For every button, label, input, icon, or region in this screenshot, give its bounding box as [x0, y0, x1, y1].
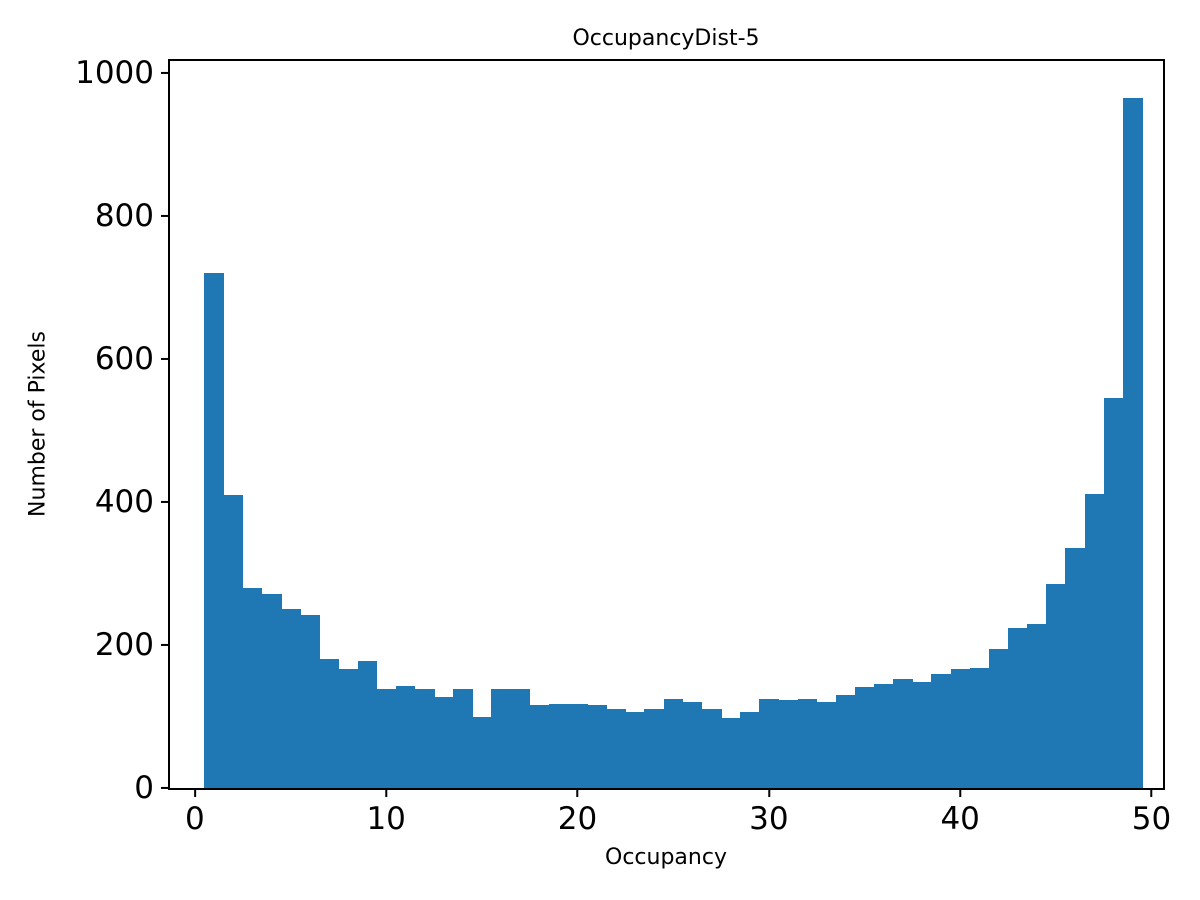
histogram-bar — [1084, 494, 1105, 788]
y-tick-mark — [161, 501, 170, 504]
histogram-bar — [950, 668, 971, 788]
y-tick-mark — [161, 358, 170, 361]
histogram-bar — [587, 705, 607, 788]
histogram-bar — [721, 717, 741, 788]
x-tick-mark — [767, 788, 770, 797]
histogram-bar — [1027, 623, 1047, 788]
x-tick: 0 — [185, 788, 205, 836]
x-tick-label: 50 — [1131, 801, 1172, 837]
histogram-bar — [434, 696, 454, 788]
x-tick: 30 — [749, 788, 789, 837]
histogram-bar — [1122, 98, 1143, 788]
x-tick-mark — [959, 788, 962, 797]
y-tick-mark — [161, 72, 170, 75]
histogram-bar — [510, 688, 531, 788]
histogram-bar — [912, 682, 933, 788]
histogram-bar — [1065, 547, 1086, 788]
x-tick-mark — [576, 788, 579, 797]
histogram-bar — [854, 686, 875, 788]
y-axis-label: Number of Pixels — [25, 331, 51, 517]
histogram-bar — [625, 711, 646, 788]
histogram-bar — [969, 667, 990, 788]
histogram-bar — [261, 593, 282, 788]
y-tick-label: 800 — [94, 198, 154, 235]
x-tick: 50 — [1132, 788, 1171, 836]
y-tick: 200 — [95, 628, 170, 662]
histogram-bars — [170, 61, 1163, 788]
histogram-bar — [338, 668, 359, 788]
y-tick: 1000 — [75, 56, 170, 90]
histogram-bar — [1008, 627, 1028, 788]
histogram-bar — [567, 703, 588, 788]
histogram-bar — [893, 678, 913, 788]
x-tick-label: 0 — [184, 801, 205, 837]
histogram-bar — [1103, 397, 1124, 788]
y-tick-label: 1000 — [75, 55, 154, 92]
histogram-bar — [472, 716, 493, 788]
y-tick-mark — [161, 787, 170, 789]
histogram-bar — [376, 688, 397, 788]
histogram-bar — [988, 648, 1009, 788]
x-tick-label: 20 — [557, 801, 598, 837]
x-axis-label: Occupancy — [605, 845, 727, 870]
histogram-bar — [242, 587, 263, 788]
histogram-bar — [395, 685, 416, 788]
histogram-bar — [491, 689, 512, 788]
x-tick-label: 40 — [940, 801, 980, 837]
y-tick: 800 — [95, 199, 170, 233]
histogram-bar — [740, 712, 760, 788]
x-tick-mark — [385, 788, 388, 797]
histogram-bar — [319, 659, 339, 788]
x-tick-mark — [1150, 788, 1153, 797]
histogram-bar — [548, 703, 569, 788]
y-tick: 0 — [134, 771, 170, 805]
histogram-bar — [816, 701, 837, 788]
x-tick: 10 — [366, 788, 406, 837]
histogram-bar — [1046, 584, 1066, 788]
y-tick-label: 600 — [94, 341, 154, 378]
histogram-bar — [414, 688, 435, 788]
histogram-bar — [663, 698, 684, 788]
histogram-bar — [453, 688, 473, 788]
histogram-bar — [682, 702, 703, 788]
histogram-bar — [778, 700, 799, 788]
histogram-bar — [931, 674, 952, 788]
x-tick: 20 — [558, 788, 597, 836]
histogram-bar — [874, 684, 894, 788]
plot-area: 0 10 20 30 40 50 0 200 400 600 800 1000 — [75, 56, 1171, 836]
histogram-bar — [759, 698, 779, 788]
y-tick-mark — [161, 644, 170, 647]
y-tick: 600 — [95, 342, 170, 376]
histogram-bar — [300, 615, 320, 788]
histogram-bar — [606, 708, 626, 788]
y-tick-label: 0 — [134, 769, 154, 806]
histogram-bar — [797, 698, 818, 788]
y-tick-label: 200 — [94, 626, 154, 663]
histogram-bar — [223, 494, 244, 788]
histogram-bar — [204, 273, 225, 788]
y-tick: 400 — [95, 485, 170, 519]
x-tick-label: 30 — [749, 801, 789, 837]
x-tick: 40 — [940, 788, 980, 837]
histogram-bar — [280, 609, 301, 788]
y-tick-mark — [161, 215, 170, 218]
y-tick-label: 400 — [94, 484, 154, 520]
histogram-bar — [529, 705, 550, 788]
histogram-bar — [701, 709, 722, 788]
histogram-bar — [644, 709, 665, 788]
histogram-bar — [357, 661, 378, 788]
x-tick-label: 10 — [366, 801, 406, 837]
chart-title: OccupancyDist-5 — [572, 26, 760, 51]
x-tick-mark — [193, 788, 196, 797]
histogram-bar — [835, 695, 856, 788]
